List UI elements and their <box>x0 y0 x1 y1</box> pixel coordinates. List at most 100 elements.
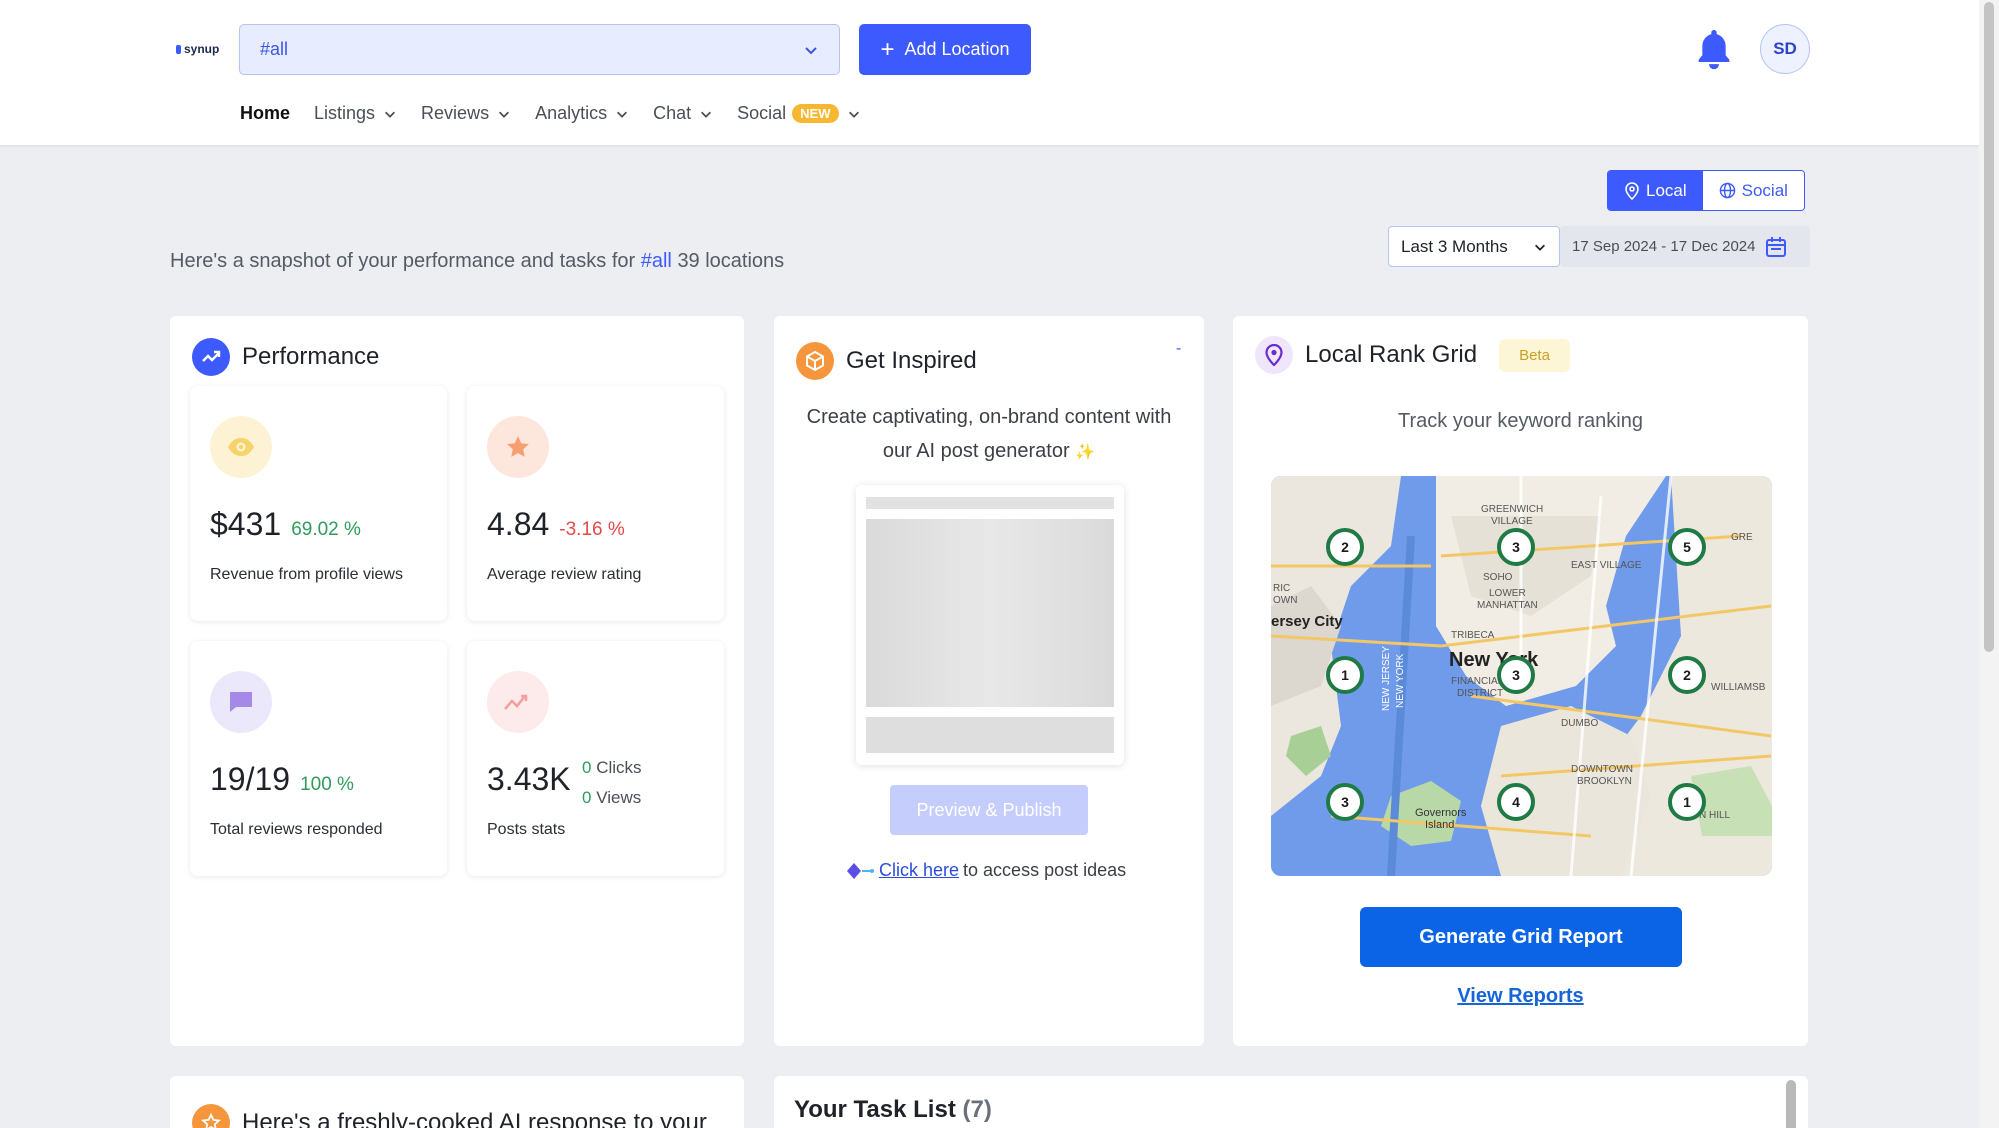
map-label: Governors <box>1415 807 1467 819</box>
metric-label: Revenue from profile views <box>210 566 403 583</box>
mock-bar <box>866 497 1114 509</box>
metric-reviews-responded[interactable]: 19/19 100 % Total reviews responded <box>190 641 447 876</box>
rank-pin[interactable]: 4 <box>1497 783 1535 821</box>
map-label: NEW JERSEY <box>1381 646 1392 711</box>
map-pin-icon <box>1625 181 1639 200</box>
map-label: FINANCIAL <box>1451 676 1504 687</box>
metric-revenue[interactable]: $431 69.02 % Revenue from profile views <box>190 386 447 621</box>
rank-pin[interactable]: 1 <box>1668 783 1706 821</box>
chevron-down-icon <box>385 111 396 118</box>
post-ideas-link-row: Click here to access post ideas <box>845 860 1126 881</box>
metric-rating[interactable]: 4.84 -3.16 % Average review rating <box>467 386 724 621</box>
notification-bell-icon[interactable] <box>1694 28 1734 72</box>
nav-social[interactable]: Social NEW <box>737 103 860 124</box>
toggle-social[interactable]: Social <box>1702 171 1804 210</box>
rank-pin[interactable]: 1 <box>1326 656 1364 694</box>
map-label: EAST VILLAGE <box>1571 560 1642 571</box>
metric-value: 4.84 <box>487 506 550 542</box>
chevron-down-icon <box>805 46 817 54</box>
date-range-display[interactable]: 17 Sep 2024 - 17 Dec 2024 <box>1560 226 1810 267</box>
rank-grid-subtitle: Track your keyword ranking <box>1398 410 1643 432</box>
post-preview-mockup <box>856 485 1124 765</box>
chat-icon <box>210 671 272 733</box>
task-list-card: Your Task List (7) <box>774 1076 1808 1128</box>
preview-publish-button[interactable]: Preview & Publish <box>890 785 1088 835</box>
ai-response-title: Here's a freshly-cooked AI response to y… <box>192 1104 707 1128</box>
trend-up-icon <box>192 338 230 376</box>
rank-grid-title: Local Rank Grid Beta <box>1255 336 1570 374</box>
top-header: synup #all + Add Location SD Home Listin… <box>0 0 1979 145</box>
chevron-down-icon <box>701 111 712 118</box>
chevron-down-icon <box>848 111 859 118</box>
map-label: Island <box>1425 819 1454 831</box>
page-scrollbar-thumb[interactable] <box>1984 2 1994 652</box>
location-pin-icon <box>1255 336 1293 374</box>
rank-pin[interactable]: 3 <box>1326 783 1364 821</box>
inspire-description: Create captivating, on-brand content wit… <box>806 406 1172 462</box>
ai-response-card: Here's a freshly-cooked AI response to y… <box>170 1076 744 1128</box>
map-label: GRE <box>1731 532 1753 543</box>
map-label: ersey City <box>1271 613 1343 630</box>
rank-pin[interactable]: 5 <box>1668 528 1706 566</box>
snapshot-text: Here's a snapshot of your performance an… <box>170 250 785 272</box>
eye-icon <box>210 416 272 478</box>
nav-listings[interactable]: Listings <box>314 103 397 124</box>
ai-sparkle-icon <box>847 862 874 879</box>
nav-reviews[interactable]: Reviews <box>421 103 511 124</box>
metric-change: 69.02 % <box>291 519 361 540</box>
user-avatar[interactable]: SD <box>1760 24 1810 74</box>
main-nav: Home Listings Reviews Analytics Chat Soc… <box>240 103 885 124</box>
globe-icon <box>1719 182 1735 199</box>
task-count: (7) <box>962 1096 992 1123</box>
nav-home[interactable]: Home <box>240 103 291 123</box>
map-label: OWN <box>1273 595 1297 606</box>
clicks-label: Clicks <box>596 758 642 777</box>
metric-label: Average review rating <box>487 566 642 583</box>
mock-image <box>866 519 1114 707</box>
map-label: DUMBO <box>1561 718 1598 729</box>
metric-value: $431 <box>210 506 282 542</box>
mock-footer <box>866 717 1114 753</box>
new-badge: NEW <box>792 104 839 123</box>
map-label: DISTRICT <box>1457 688 1503 699</box>
map-label: BROOKLYN <box>1577 776 1632 787</box>
metric-change: 100 % <box>300 774 354 795</box>
metric-value: 3.43K <box>487 761 571 797</box>
rank-pin[interactable]: 2 <box>1668 656 1706 694</box>
performance-title: Performance <box>192 338 379 376</box>
task-list-scrollbar[interactable] <box>1786 1080 1796 1128</box>
map-label: VILLAGE <box>1491 516 1533 527</box>
rank-pin[interactable]: 3 <box>1497 656 1535 694</box>
trend-icon <box>487 671 549 733</box>
map-label: DOWNTOWN <box>1571 764 1633 775</box>
map-label: RIC <box>1273 583 1290 594</box>
location-select[interactable]: #all <box>239 24 840 75</box>
metric-posts[interactable]: 3.43K 0 Clicks 0 Views Posts stats <box>467 641 724 876</box>
chevron-down-icon <box>499 111 510 118</box>
rank-pin[interactable]: 3 <box>1497 528 1535 566</box>
metric-value: 19/19 <box>210 761 291 797</box>
rank-pin[interactable]: 2 <box>1326 528 1364 566</box>
logo-mark-icon <box>176 44 181 54</box>
cube-icon <box>796 342 834 380</box>
nav-analytics[interactable]: Analytics <box>535 103 629 124</box>
nav-chat[interactable]: Chat <box>653 103 713 124</box>
map-label: GREENWICH <box>1481 504 1543 515</box>
synup-logo[interactable]: synup <box>176 42 219 56</box>
date-range-select[interactable]: Last 3 Months <box>1388 226 1560 267</box>
page-scrollbar[interactable] <box>1979 0 1999 1128</box>
view-reports-link[interactable]: View Reports <box>1457 985 1584 1007</box>
calendar-icon[interactable] <box>1765 236 1787 258</box>
add-location-button[interactable]: + Add Location <box>859 24 1031 75</box>
performance-card: Performance $431 69.02 % Revenue from pro… <box>170 316 744 1046</box>
metric-label: Total reviews responded <box>210 821 383 838</box>
inspire-dash: - <box>1176 340 1182 357</box>
map-label: WILLIAMSB <box>1711 682 1766 693</box>
click-here-link[interactable]: Click here <box>879 860 960 880</box>
rank-grid-map[interactable]: GREENWICH VILLAGE EAST VILLAGE SOHO LOWE… <box>1271 476 1772 876</box>
local-social-toggle: Local Social <box>1607 170 1805 211</box>
generate-grid-report-button[interactable]: Generate Grid Report <box>1360 907 1682 967</box>
toggle-local[interactable]: Local <box>1608 171 1703 210</box>
map-label: TRIBECA <box>1451 630 1495 641</box>
views-label: Views <box>596 788 642 807</box>
